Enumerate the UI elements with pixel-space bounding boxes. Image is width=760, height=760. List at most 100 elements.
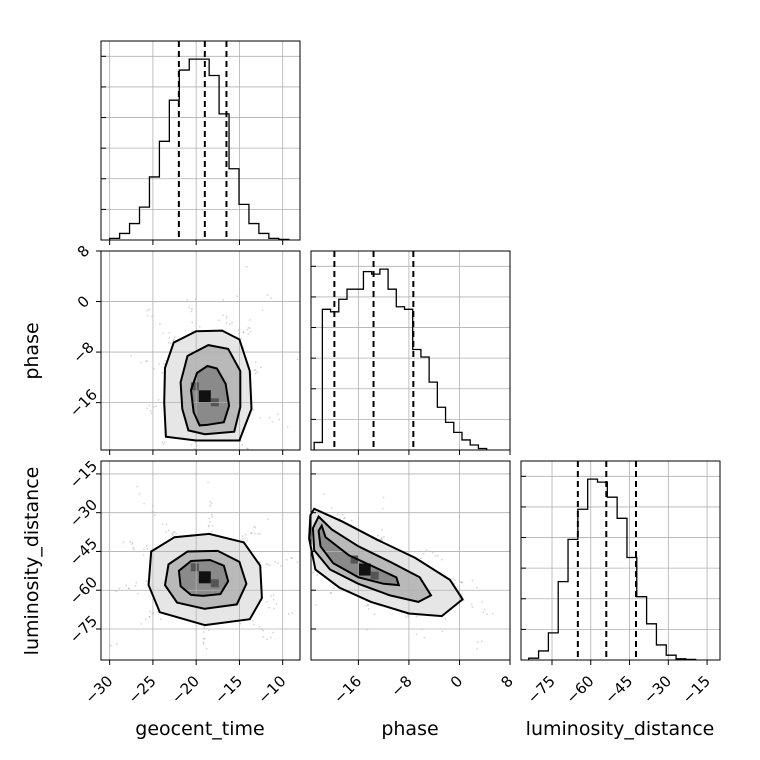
sample-point — [247, 327, 250, 329]
y-tick-label-luminosity-distance: −60 — [66, 573, 101, 608]
sample-point — [454, 579, 456, 581]
sample-point — [480, 640, 483, 643]
sample-point — [296, 358, 299, 361]
sample-point — [471, 579, 474, 582]
sample-point — [246, 540, 249, 542]
sample-point — [136, 485, 139, 488]
x-tick-label-luminosity-distance: −45 — [601, 672, 636, 707]
sample-point — [203, 627, 206, 629]
sample-point — [191, 321, 194, 324]
sample-point — [323, 493, 325, 495]
sample-point — [169, 342, 172, 345]
sample-point — [431, 551, 434, 554]
sample-point — [190, 310, 193, 313]
sample-point — [138, 492, 141, 495]
sample-point — [153, 514, 156, 516]
sample-point — [274, 561, 277, 563]
y-axis-label-phase: phase — [21, 322, 43, 379]
sample-point — [290, 557, 293, 559]
sample-point — [376, 534, 379, 537]
sample-point — [373, 613, 376, 616]
sample-point — [486, 613, 488, 616]
histogram-luminosity-distance — [528, 478, 697, 661]
sample-point — [316, 574, 319, 576]
sample-point — [116, 643, 118, 646]
contour-geocent-time-vs-phase-2 — [179, 344, 242, 436]
y-tick-label-luminosity-distance: −75 — [66, 612, 101, 647]
sample-point — [252, 620, 255, 622]
sample-point — [367, 608, 370, 610]
density-fill-phase-vs-luminosity-distance — [312, 516, 431, 602]
sample-point — [225, 317, 228, 319]
sample-point — [128, 587, 131, 590]
sample-point — [146, 309, 149, 312]
sample-point — [134, 585, 137, 587]
sample-point — [242, 331, 245, 334]
sample-point — [208, 629, 210, 631]
sample-point — [341, 513, 344, 516]
sample-point — [269, 636, 272, 639]
sample-point — [211, 525, 214, 527]
contour-geocent-time-vs-luminosity-distance-3 — [147, 532, 263, 627]
sample-point — [312, 571, 314, 574]
sample-point — [143, 502, 146, 505]
density-cell-phase-vs-luminosity-distance — [370, 571, 379, 580]
marks-layer — [109, 41, 697, 661]
sample-point — [160, 618, 162, 621]
sample-point — [148, 615, 151, 618]
contour-geocent-time-vs-phase-3 — [163, 329, 253, 442]
sample-point — [125, 584, 128, 587]
sample-point — [267, 606, 270, 609]
sample-point — [202, 641, 205, 644]
y-axis-label-luminosity-distance: luminosity_distance — [21, 467, 43, 656]
sample-point — [256, 371, 259, 373]
sample-point — [167, 529, 170, 532]
sample-point — [142, 554, 145, 556]
sample-point — [268, 416, 271, 419]
sample-point — [209, 504, 212, 507]
sample-point — [165, 531, 168, 533]
sample-point — [240, 337, 242, 340]
sample-point — [266, 638, 268, 641]
sample-point — [344, 516, 346, 519]
sample-point — [131, 543, 134, 545]
sample-point — [254, 361, 257, 364]
sample-point — [242, 331, 245, 334]
sample-point — [145, 544, 148, 547]
histogram-phase — [313, 268, 488, 450]
sample-point — [163, 441, 166, 443]
sample-point — [270, 297, 272, 299]
sample-point — [337, 513, 339, 516]
sample-point — [140, 623, 143, 625]
sample-point — [140, 361, 143, 364]
sample-point — [145, 580, 148, 583]
sample-point — [149, 410, 152, 412]
y-tick-label-luminosity-distance: −15 — [66, 457, 101, 492]
sample-point — [259, 417, 262, 419]
sample-point — [158, 363, 160, 366]
sample-point — [425, 549, 428, 552]
contour-phase-vs-luminosity-distance-3 — [308, 507, 464, 618]
sample-point — [149, 610, 152, 613]
density-peak-geocent-time-vs-luminosity-distance — [198, 571, 211, 584]
sample-point — [253, 369, 256, 372]
density-cell-phase-vs-luminosity-distance — [350, 555, 359, 564]
sample-point — [252, 409, 255, 411]
sample-point — [260, 366, 262, 369]
sample-point — [258, 532, 261, 535]
panel-frame-r1-c0 — [100, 250, 301, 451]
sample-point — [202, 631, 205, 633]
x-tick-label-luminosity-distance: −75 — [524, 672, 559, 707]
x-tick-label-geocent-time: −10 — [254, 672, 289, 707]
sample-point — [133, 548, 136, 551]
x-tick-label-luminosity-distance: −15 — [679, 672, 714, 707]
sample-point — [254, 369, 257, 371]
sample-point — [157, 398, 160, 401]
sample-point — [277, 562, 279, 564]
sample-point — [285, 558, 288, 561]
sample-point — [241, 443, 244, 446]
density-fill-phase-vs-luminosity-distance — [318, 525, 399, 586]
sample-point — [162, 332, 165, 335]
x-tick-label-geocent-time: −15 — [211, 672, 246, 707]
sample-point — [422, 552, 425, 555]
